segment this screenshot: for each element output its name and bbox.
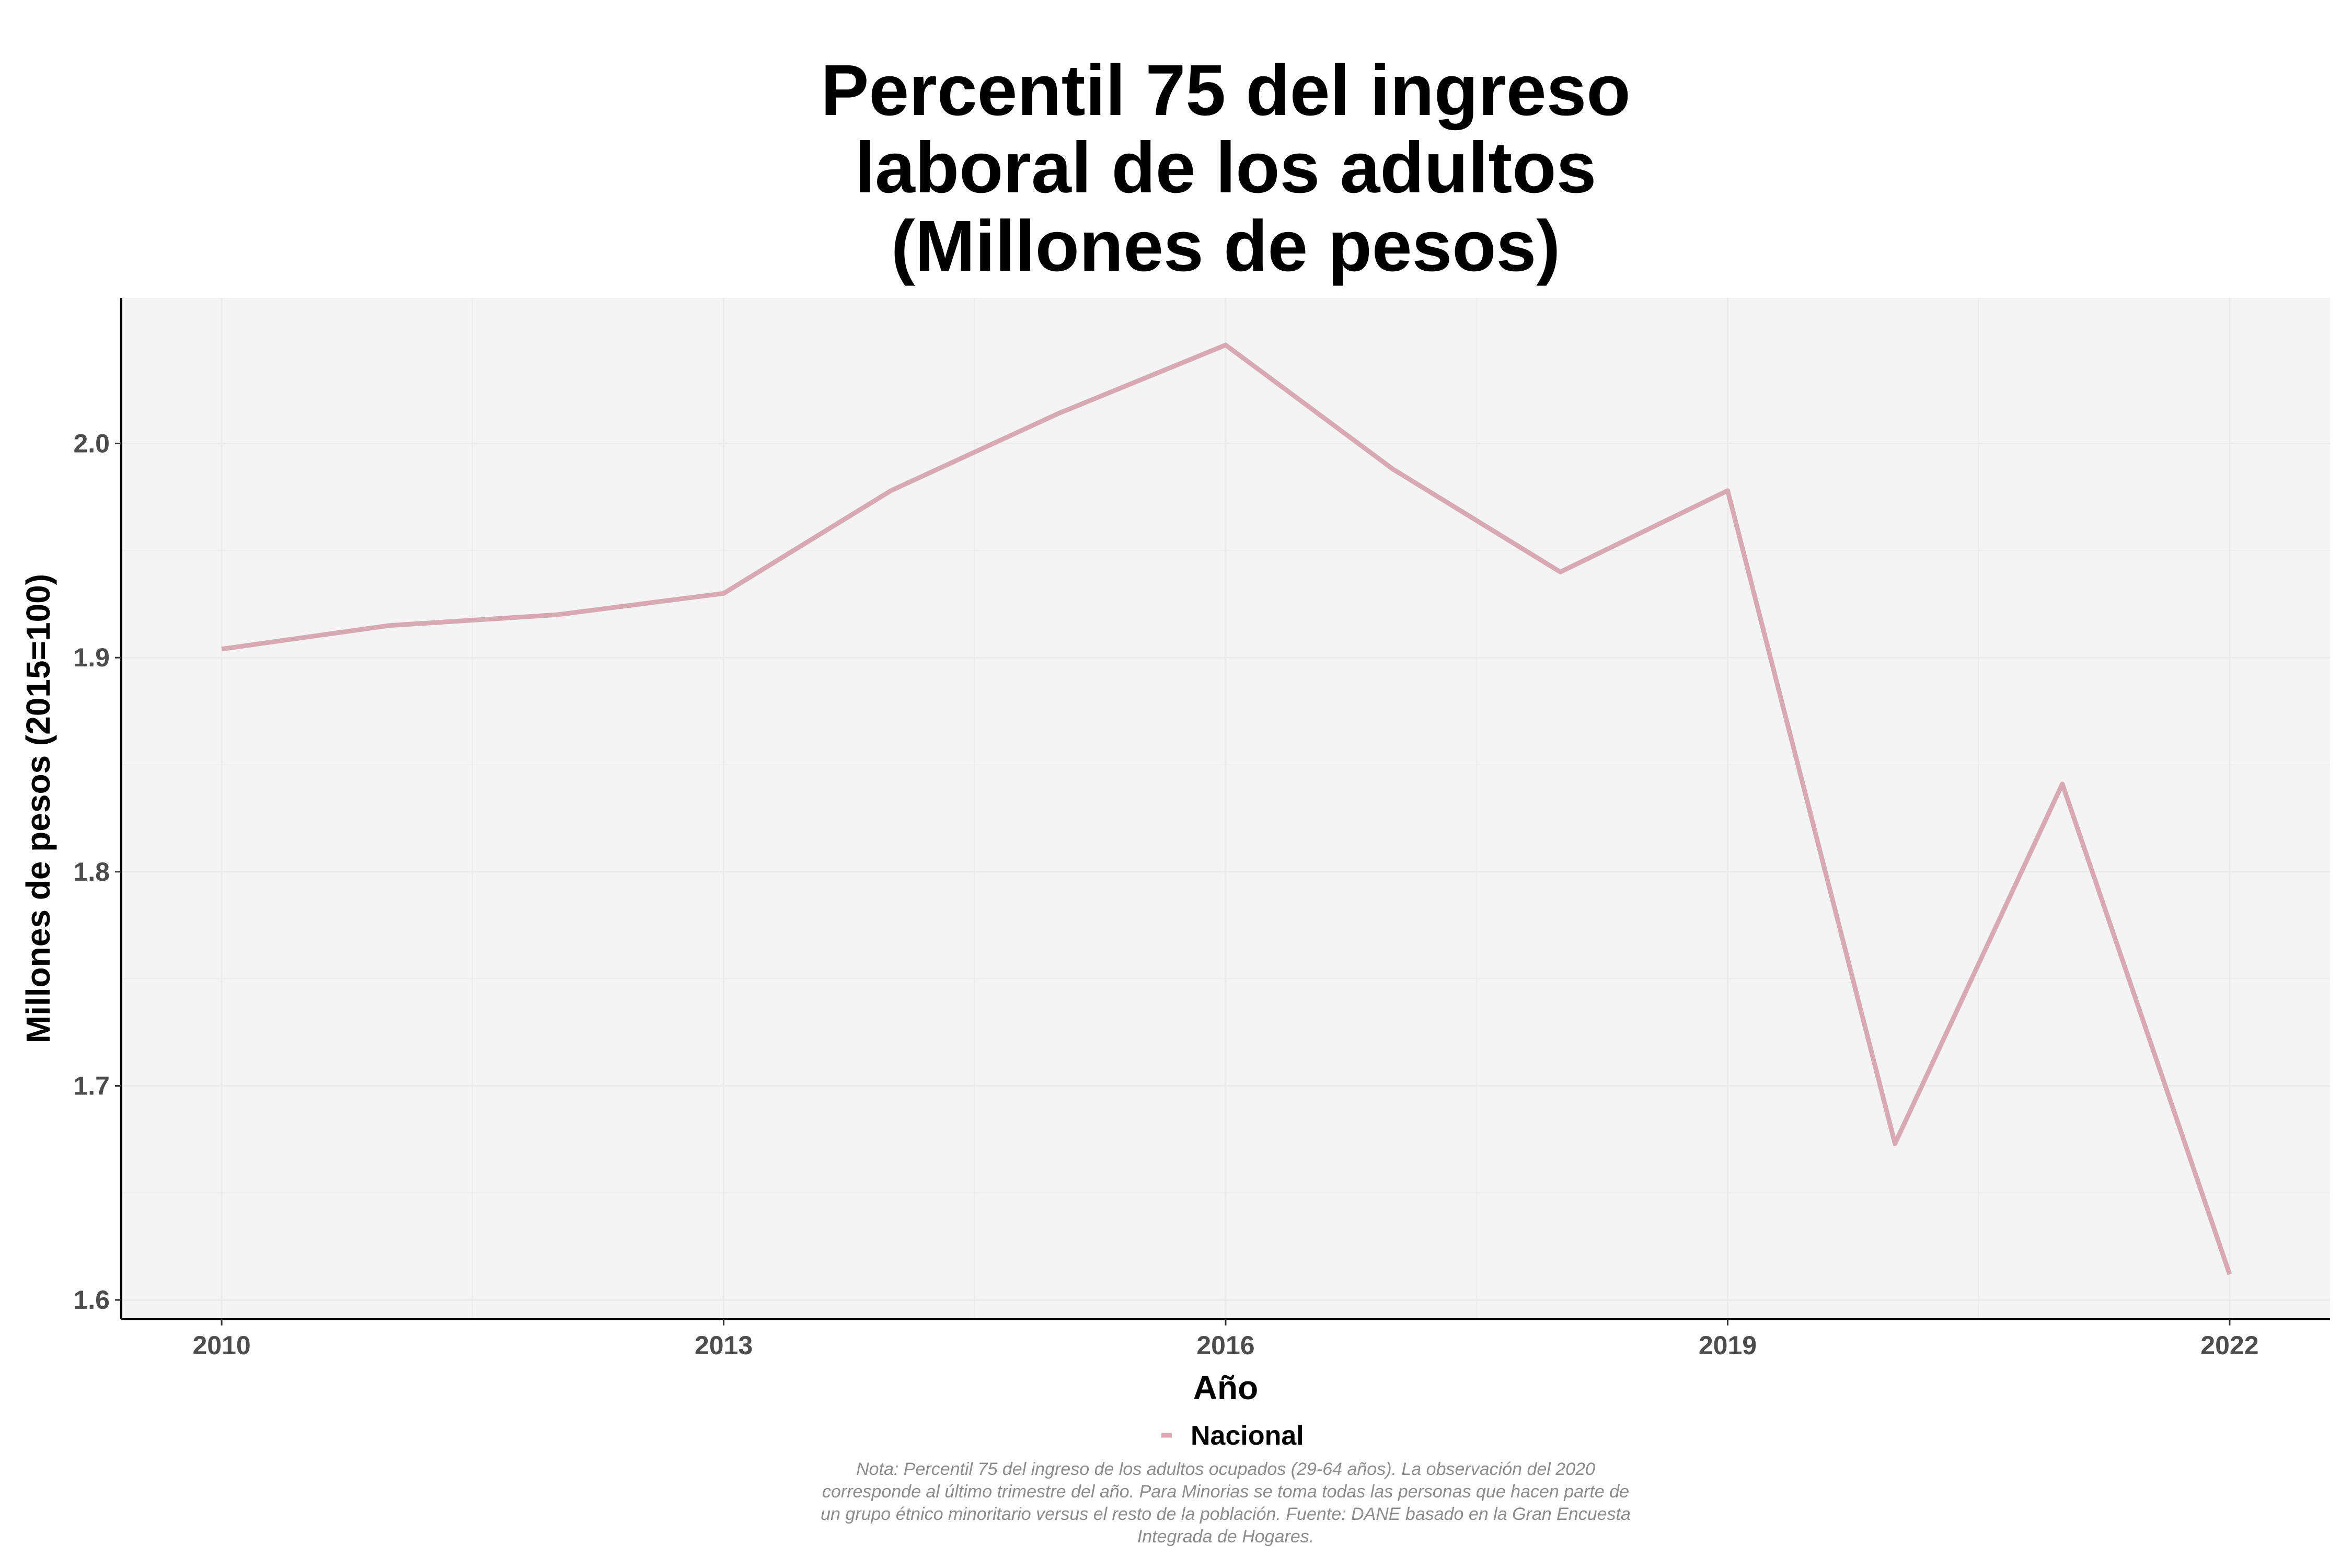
legend-label-nacional: Nacional [1191,1421,1304,1451]
x-tick-label: 2019 [1699,1331,1757,1360]
chart-title: Percentil 75 del ingreso laboral de los … [821,50,1630,286]
y-axis-title: Millones de pesos (2015=100) [19,574,57,1043]
footnote-line-1: Nota: Percentil 75 del ingreso de los ad… [856,1459,1595,1479]
series-layer [221,342,2232,1275]
footnote-line-4: Integrada de Hogares. [1137,1527,1314,1547]
footnote: Nota: Percentil 75 del ingreso de los ad… [821,1459,1631,1547]
y-tick-label: 1.7 [73,1071,110,1100]
x-tick-label: 2013 [695,1331,753,1360]
x-axis-title: Año [1193,1369,1258,1406]
footnote-line-3: un grupo étnico minoritario versus el re… [821,1504,1631,1524]
x-tick-label: 2022 [2200,1331,2258,1360]
chart-title-line-2: laboral de los adultos [855,128,1597,208]
y-tick-label: 2.0 [73,429,110,458]
legend: Nacional [1161,1421,1304,1451]
axis-ticks: 1.6 1.7 1.8 1.9 2.0 2010 2013 2016 2019 2022 [73,429,2258,1360]
y-tick-label: 1.6 [73,1285,110,1315]
series-line-nacional [221,342,2232,1275]
y-tick-label: 1.8 [73,857,110,886]
x-tick-label: 2016 [1196,1331,1254,1360]
grid-lines [121,298,2330,1319]
chart-title-line-3: (Millones de pesos) [891,206,1561,286]
y-tick-label: 1.9 [73,643,110,672]
x-tick-label: 2010 [192,1331,250,1360]
footnote-line-2: corresponde al último trimestre del año.… [822,1482,1629,1502]
chart-title-line-1: Percentil 75 del ingreso [821,50,1630,131]
